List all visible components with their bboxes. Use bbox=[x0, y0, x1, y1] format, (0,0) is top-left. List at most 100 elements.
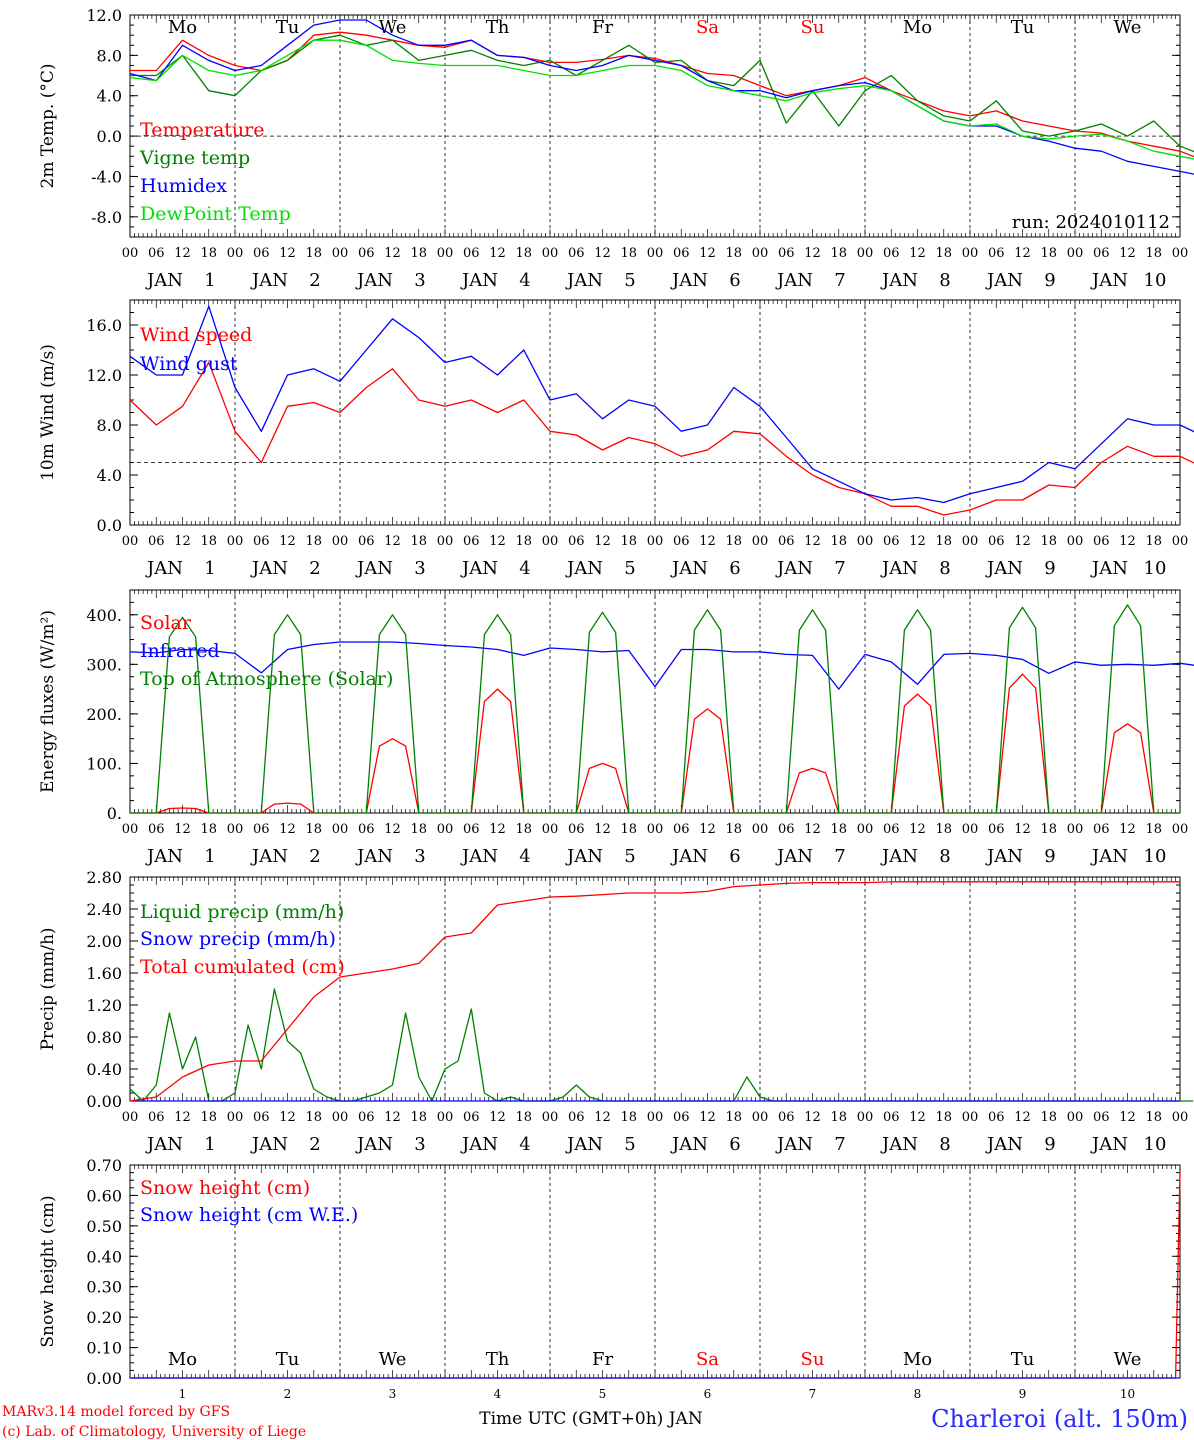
hour-label: 18 bbox=[725, 1110, 742, 1125]
hour-label: 00 bbox=[857, 246, 874, 261]
date-label: 6 bbox=[704, 1387, 712, 1401]
run-label: run: 2024010112 bbox=[1012, 212, 1170, 233]
month-label: JAN bbox=[985, 558, 1023, 579]
hour-label: 18 bbox=[620, 822, 637, 837]
month-label: JAN bbox=[670, 270, 708, 291]
weekday-label: We bbox=[379, 17, 407, 38]
month-label: JAN bbox=[250, 558, 288, 579]
hour-label: 06 bbox=[253, 534, 270, 549]
date-label: 6 bbox=[729, 846, 740, 867]
hour-label: 06 bbox=[673, 246, 690, 261]
hour-label: 12 bbox=[699, 822, 716, 837]
credit-line-2: (c) Lab. of Climatology, University of L… bbox=[2, 1424, 306, 1440]
hour-label: 12 bbox=[594, 822, 611, 837]
hour-label: 12 bbox=[1014, 1110, 1031, 1125]
hour-label: 12 bbox=[279, 1110, 296, 1125]
date-label: 1 bbox=[204, 270, 215, 291]
month-label: JAN bbox=[145, 558, 183, 579]
hour-label: 18 bbox=[1040, 1110, 1057, 1125]
hour-label: 00 bbox=[122, 1110, 139, 1125]
hour-label: 12 bbox=[1119, 534, 1136, 549]
month-label: JAN bbox=[670, 1134, 708, 1155]
hour-label: 12 bbox=[1119, 822, 1136, 837]
legend-entry: Snow precip (mm/h) bbox=[140, 928, 336, 950]
hour-label: 00 bbox=[1172, 246, 1189, 261]
month-label: JAN bbox=[250, 1134, 288, 1155]
weekday-label: Th bbox=[486, 1349, 510, 1370]
month-label: JAN bbox=[565, 270, 603, 291]
hour-label: 06 bbox=[883, 246, 900, 261]
y-axis-label: Snow height (cm) bbox=[38, 1195, 58, 1347]
hour-label: 00 bbox=[332, 822, 349, 837]
weekday-label: Su bbox=[801, 1349, 825, 1370]
y-tick-label: 16.0 bbox=[86, 316, 122, 335]
hour-label: 18 bbox=[1145, 1110, 1162, 1125]
month-label: JAN bbox=[670, 558, 708, 579]
hour-label: 00 bbox=[647, 822, 664, 837]
hour-label: 12 bbox=[594, 246, 611, 261]
hour-label: 18 bbox=[515, 246, 532, 261]
date-label: 6 bbox=[729, 270, 740, 291]
hour-label: 06 bbox=[778, 822, 795, 837]
y-tick-label: -8.0 bbox=[91, 208, 122, 227]
date-label: 8 bbox=[939, 846, 950, 867]
panel-4: 0.00 0.40 0.80 1.20 1.60 2.00 2.40 2.80 Precip (… bbox=[38, 868, 1194, 1155]
legend-entry: Temperature bbox=[140, 119, 264, 141]
hour-label: 12 bbox=[699, 246, 716, 261]
date-label: 3 bbox=[414, 558, 425, 579]
y-tick-label: 0.00 bbox=[86, 1369, 122, 1388]
hour-label: 00 bbox=[122, 246, 139, 261]
hour-label: 06 bbox=[673, 534, 690, 549]
weekday-label: Su bbox=[801, 17, 825, 38]
date-label: 9 bbox=[1044, 270, 1055, 291]
month-label: JAN bbox=[775, 558, 813, 579]
hour-label: 06 bbox=[568, 534, 585, 549]
hour-label: 06 bbox=[253, 1110, 270, 1125]
hour-label: 00 bbox=[542, 534, 559, 549]
date-label: 10 bbox=[1120, 1387, 1135, 1401]
y-tick-label: 2.00 bbox=[86, 932, 122, 951]
legend-entry: DewPoint Temp bbox=[140, 203, 291, 225]
date-label: 3 bbox=[414, 1134, 425, 1155]
hour-label: 18 bbox=[935, 246, 952, 261]
month-label: JAN bbox=[250, 846, 288, 867]
hour-label: 12 bbox=[279, 534, 296, 549]
date-label: 1 bbox=[204, 846, 215, 867]
hour-label: 06 bbox=[148, 534, 165, 549]
weekday-label: Th bbox=[486, 17, 510, 38]
date-label: 5 bbox=[624, 270, 635, 291]
month-label: JAN bbox=[565, 1134, 603, 1155]
hour-label: 18 bbox=[515, 822, 532, 837]
weekday-label: We bbox=[1114, 1349, 1142, 1370]
month-label: JAN bbox=[1090, 846, 1128, 867]
y-axis-label: Precip (mm/h) bbox=[38, 927, 58, 1050]
hour-label: 18 bbox=[200, 822, 217, 837]
hour-label: 06 bbox=[253, 246, 270, 261]
month-label: JAN bbox=[355, 846, 393, 867]
y-tick-label: 0. bbox=[107, 804, 122, 823]
weekday-label: Tu bbox=[1011, 17, 1035, 38]
date-label: 5 bbox=[624, 558, 635, 579]
y-axis-label: 10m Wind (m/s) bbox=[38, 344, 58, 481]
y-tick-label: 0.00 bbox=[86, 1092, 122, 1111]
hour-label: 18 bbox=[935, 1110, 952, 1125]
hour-label: 18 bbox=[935, 534, 952, 549]
hour-label: 12 bbox=[909, 822, 926, 837]
hour-label: 00 bbox=[332, 1110, 349, 1125]
hour-label: 12 bbox=[594, 1110, 611, 1125]
hour-label: 12 bbox=[1014, 246, 1031, 261]
date-label: 8 bbox=[939, 270, 950, 291]
date-label: 2 bbox=[309, 846, 320, 867]
hour-label: 06 bbox=[988, 822, 1005, 837]
date-label: 7 bbox=[809, 1387, 817, 1401]
hour-label: 18 bbox=[1040, 822, 1057, 837]
hour-label: 06 bbox=[1093, 246, 1110, 261]
hour-label: 06 bbox=[778, 246, 795, 261]
hour-label: 18 bbox=[725, 822, 742, 837]
hour-label: 12 bbox=[174, 1110, 191, 1125]
hour-label: 06 bbox=[253, 822, 270, 837]
hour-label: 00 bbox=[857, 534, 874, 549]
y-tick-label: 12.0 bbox=[86, 6, 122, 25]
credit-line-1: MARv3.14 model forced by GFS bbox=[2, 1404, 230, 1420]
